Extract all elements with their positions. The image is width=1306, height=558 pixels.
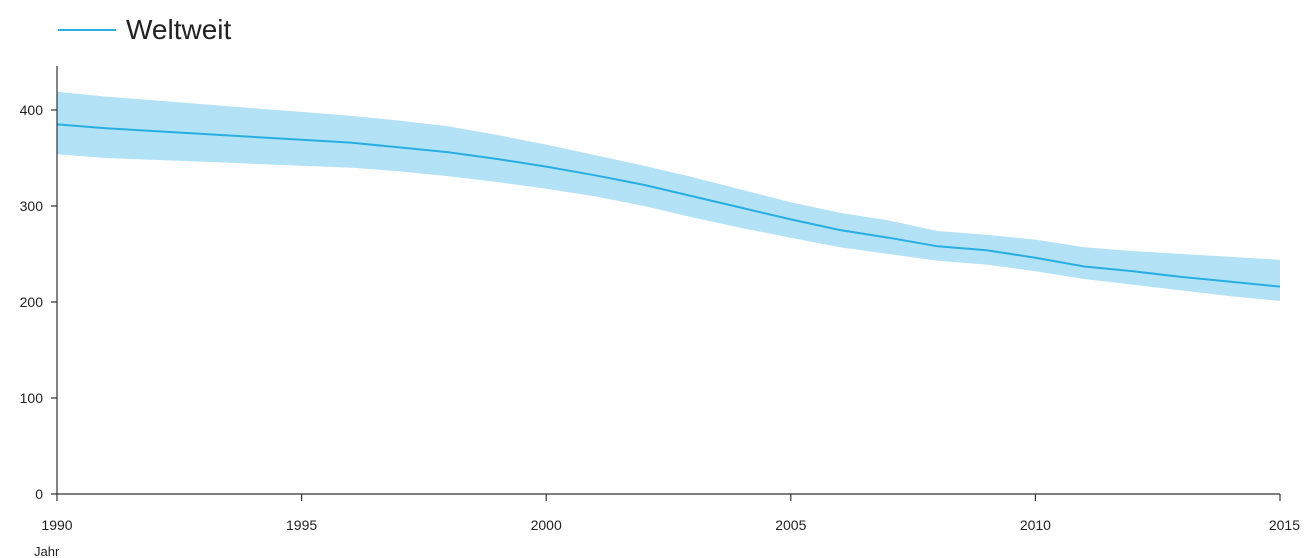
y-tick-label: 100 [20,390,44,406]
x-tick-label: 1995 [286,517,317,533]
data-point [740,206,744,210]
data-point [1131,269,1135,273]
plot-area [56,91,1281,301]
data-point [251,135,255,139]
data-point [202,132,206,136]
y-tick-label: 300 [20,198,44,214]
data-point [691,194,695,198]
data-point [642,183,646,187]
series-line-weltweit [56,123,1281,288]
data-point [104,126,108,130]
y-ticks: 0 100 200 300 400 [20,102,57,502]
data-point [495,157,499,161]
data-point [300,138,304,142]
data-point [593,173,597,177]
x-axis-title: Jahr [34,544,60,558]
legend: Weltweit [58,14,232,45]
data-point [1278,285,1282,289]
data-point [936,244,940,248]
data-point [887,236,891,240]
data-point [984,248,988,252]
y-tick-label: 0 [35,486,43,502]
x-axis: 1990 1995 2000 2005 2010 2015 Jahr [34,493,1300,558]
y-tick-label: 200 [20,294,44,310]
data-point [153,129,157,133]
data-point [1180,275,1184,279]
data-point [1082,264,1086,268]
x-tick-label: 2005 [775,517,806,533]
data-point [397,145,401,149]
y-tick-label: 400 [20,102,44,118]
x-tick-label: 2010 [1020,517,1051,533]
data-point [446,150,450,154]
y-axis: 0 100 200 300 400 [20,66,58,502]
data-point [1229,280,1233,284]
data-point [1033,256,1037,260]
confidence-band [57,91,1280,301]
data-point [349,141,353,145]
x-tick-label: 1990 [41,517,72,533]
data-point [789,217,793,221]
data-point [838,228,842,232]
x-tick-label: 2015 [1269,517,1300,533]
x-tick-label: 2000 [531,517,562,533]
x-ticks: 1990 1995 2000 2005 2010 2015 [41,494,1300,533]
data-point [544,165,548,169]
legend-label: Weltweit [126,14,232,45]
